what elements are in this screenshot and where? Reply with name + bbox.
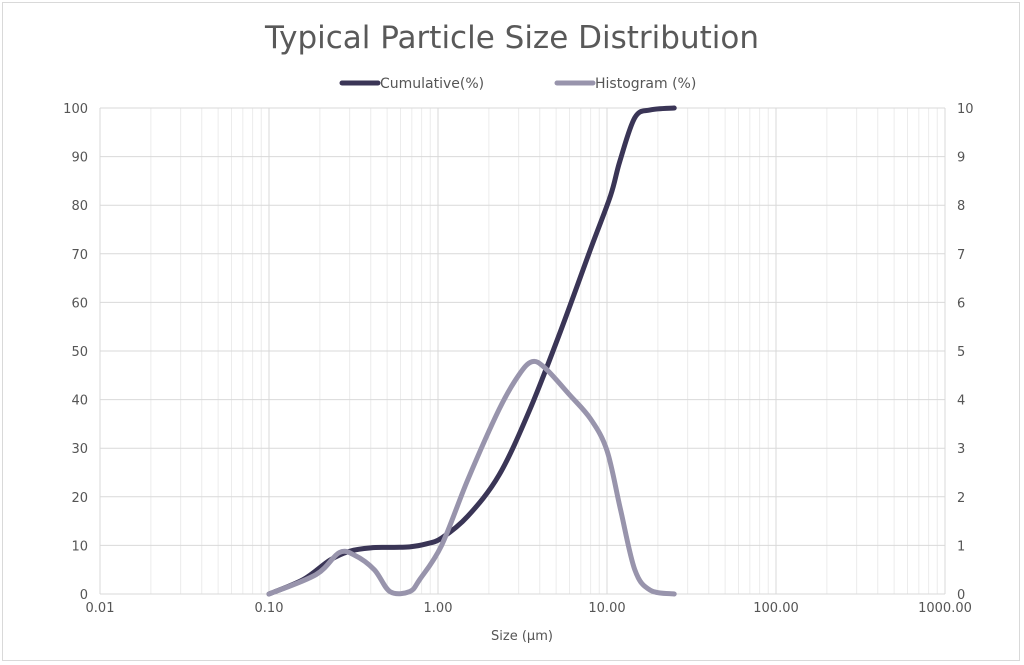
legend-label-cumulative: Cumulative(%) (380, 76, 484, 92)
y-tick-label: 90 (71, 151, 88, 166)
y-tick-label: 50 (71, 345, 88, 360)
y-tick-label: 0 (80, 588, 88, 603)
series-lines (266, 105, 677, 597)
series-line-histogram (266, 358, 677, 597)
y2-tick-label: 3 (957, 442, 965, 457)
y2-tick-label: 10 (957, 102, 974, 117)
tick-labels: 0 10 20 30 40 50 60 70 80 90 100 0 1 2 3 4 5 6 7 8 9 10 0.01 0.… (63, 102, 973, 616)
x-tick-label: 10.00 (588, 601, 625, 616)
y2-tick-label: 0 (957, 588, 965, 603)
x-axis-label: Size (µm) (491, 629, 553, 644)
y2-tick-label: 8 (957, 199, 965, 214)
x-tick-label: 0.01 (86, 601, 115, 616)
y-tick-label: 70 (71, 248, 88, 263)
legend: Cumulative(%) Histogram (%) (339, 76, 696, 92)
y2-tick-label: 1 (957, 539, 965, 554)
y2-tick-label: 4 (957, 394, 965, 409)
y-tick-label: 20 (71, 491, 88, 506)
y-tick-label: 60 (71, 296, 88, 311)
y2-tick-label: 7 (957, 248, 965, 263)
y-tick-label: 100 (63, 102, 88, 117)
grid (99, 107, 946, 595)
legend-label-histogram: Histogram (%) (595, 76, 696, 92)
y-tick-label: 30 (71, 442, 88, 457)
y2-tick-label: 5 (957, 345, 965, 360)
y2-tick-label: 2 (957, 491, 965, 506)
x-tick-label: 1000.00 (918, 601, 972, 616)
y-tick-label: 10 (71, 539, 88, 554)
y2-tick-label: 9 (957, 151, 965, 166)
y2-tick-label: 6 (957, 296, 965, 311)
y-tick-label: 80 (71, 199, 88, 214)
x-tick-label: 100.00 (753, 601, 799, 616)
x-tick-label: 0.10 (255, 601, 284, 616)
y-tick-label: 40 (71, 394, 88, 409)
x-tick-label: 1.00 (424, 601, 453, 616)
chart-title: Typical Particle Size Distribution (264, 20, 759, 56)
